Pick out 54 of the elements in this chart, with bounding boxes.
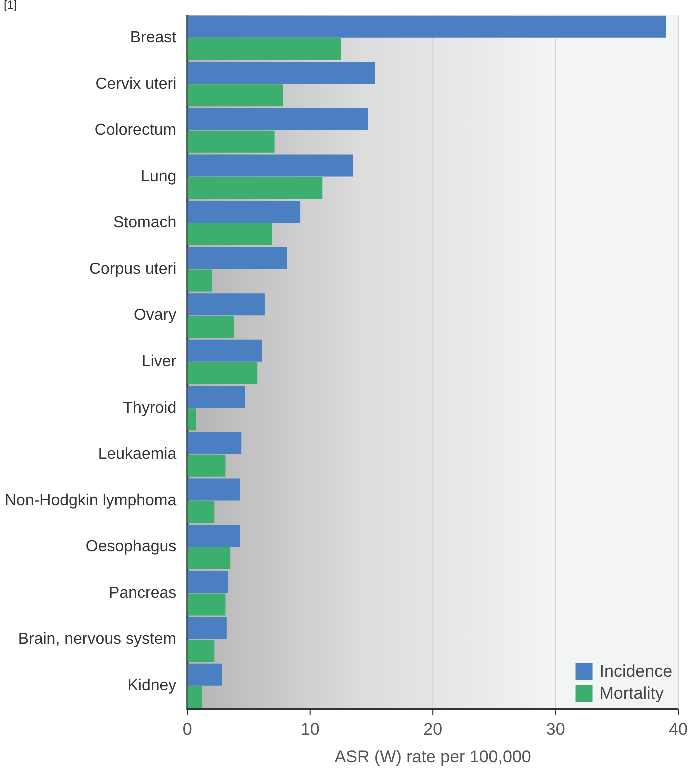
y-tick-label: Breast [130,30,178,47]
bar [188,618,227,640]
bar [188,247,288,270]
bar [188,640,215,662]
y-tick-label: Ovary [134,307,177,324]
bar [188,177,323,200]
y-tick-label: Lung [141,168,177,186]
y-tick-label: Non-Hodgkin lymphoma [4,492,177,510]
bar [188,108,368,130]
y-tick-label: Cervix uteri [96,76,177,93]
y-tick-label: Colorectum [94,122,177,140]
legend-label: Incidence [600,662,673,681]
bar [188,16,666,38]
bar [188,525,240,547]
legend-label: Mortality [600,684,665,703]
y-tick-label: Leukaemia [98,446,177,464]
y-tick-label: Corpus uteri [89,260,177,278]
x-tick-label: 30 [546,720,566,740]
bar [188,386,246,408]
y-tick-label: Kidney [128,677,177,694]
bar [188,547,231,570]
y-tick-label: Liver [142,354,178,371]
y-tick-label: Stomach [113,214,177,232]
y-tick-label: Pancreas [109,584,177,602]
bar [188,38,342,60]
bar [188,201,301,224]
bar [188,408,196,431]
y-tick-label: Oesophagus [86,538,177,556]
bar [188,362,258,384]
x-axis-title: ASR (W) rate per 100,000 [334,747,532,766]
bar [188,454,226,477]
text: [1] [4,0,18,12]
bar [188,594,226,616]
bar [188,340,262,362]
x-tick-label: 0 [182,720,192,740]
bar [188,84,284,107]
bar [188,130,275,153]
y-tick-label: Thyroid [123,400,177,417]
bar [188,478,240,501]
bar [188,154,354,177]
x-tick-label: 40 [669,720,688,740]
x-tick-label: 20 [424,720,443,740]
bar [188,270,212,292]
bar [188,432,242,454]
y-tick-label: Brain, nervous system [18,631,177,648]
x-tick-label: 10 [300,720,320,740]
bar [188,686,202,708]
bar [188,664,222,686]
bar [188,571,228,594]
bar [188,223,272,246]
bar [188,62,376,84]
bar [188,501,215,524]
bar [188,316,234,338]
bar [188,294,265,316]
